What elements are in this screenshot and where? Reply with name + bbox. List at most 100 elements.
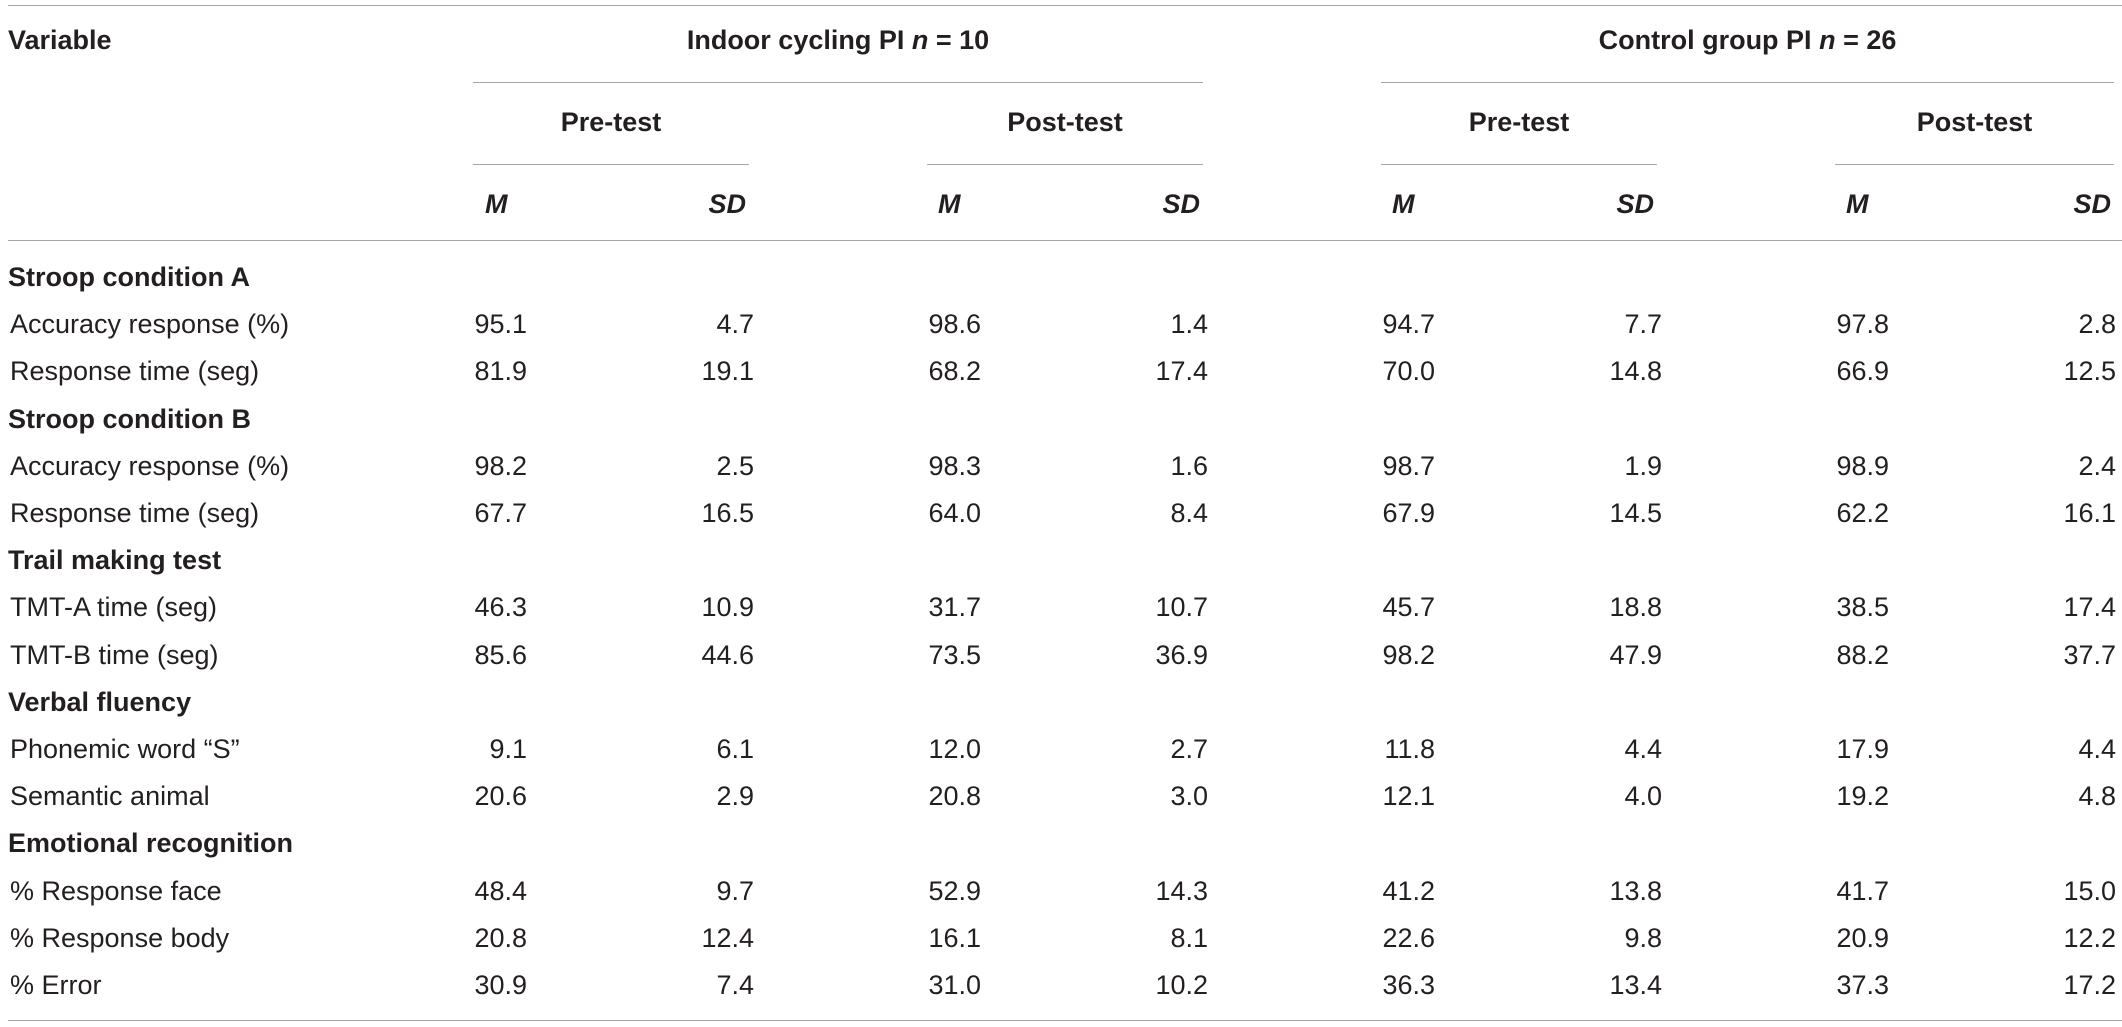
variable-header: Variable xyxy=(8,25,112,55)
group1-post-m-cell: 98.6 xyxy=(928,309,981,340)
group2-n-value: = 26 xyxy=(1835,25,1897,55)
group2-pre-sd-cell: 9.8 xyxy=(1624,922,1662,953)
group1-pre-rule xyxy=(473,164,749,165)
group1-pre-sd-cell: 19.1 xyxy=(701,356,754,387)
group1-pre-m-cell: 46.3 xyxy=(474,592,527,623)
group2-pre-sd-cell: 13.4 xyxy=(1609,970,1662,1000)
group1-pre-sd-cell: 4.7 xyxy=(716,309,754,340)
row-label: Phonemic word “S” xyxy=(10,734,240,764)
group2-pre-m-cell: 22.6 xyxy=(1382,922,1435,953)
group1-pre-m-cell: 81.9 xyxy=(474,356,527,387)
group2-post-m-cell: 97.8 xyxy=(1836,309,1889,340)
group1-post-m-cell: 31.7 xyxy=(928,592,981,623)
group2-post-m-cell: 17.9 xyxy=(1836,734,1889,764)
group1-post-sd-cell: 3.0 xyxy=(1170,781,1208,812)
section-heading: Trail making test xyxy=(8,545,222,576)
row-label: TMT-A time (seg) xyxy=(10,592,218,623)
group1-rule xyxy=(473,82,1203,83)
group1-post-rule xyxy=(927,164,1203,165)
bottom-rule xyxy=(8,1020,2122,1021)
group2-post-sd-cell: 15.0 xyxy=(2063,875,2116,906)
group1-post-sd-cell: 17.4 xyxy=(1155,356,1208,387)
group1-n-symbol: n xyxy=(911,25,929,55)
group1-title: Indoor cycling PI xyxy=(686,25,912,55)
group2-pre-m-cell: 12.1 xyxy=(1382,781,1435,812)
group1-pre-sd-cell: 44.6 xyxy=(701,639,754,670)
row-label: Semantic animal xyxy=(10,781,210,812)
group1-post-m-cell: 68.2 xyxy=(928,356,981,387)
group2-post-m-cell: 37.3 xyxy=(1836,970,1889,1000)
section-heading: Emotional recognition xyxy=(8,828,294,859)
group2-post-m-cell: 20.9 xyxy=(1836,922,1889,953)
group1-post-m-cell: 31.0 xyxy=(928,970,981,1000)
group2-pre-sd-cell: 47.9 xyxy=(1609,639,1662,670)
group1-post-m-cell: 20.8 xyxy=(928,781,981,812)
group2-post-sd-cell: 12.5 xyxy=(2063,356,2116,387)
group1-pre-m-cell: 20.8 xyxy=(474,922,527,953)
group1-post-sd-cell: 1.6 xyxy=(1170,450,1208,481)
section-heading: Verbal fluency xyxy=(8,686,192,717)
group1-post-sd-header: SD xyxy=(1162,189,1200,219)
group2-post-sd-header: SD xyxy=(2073,189,2111,219)
group1-pre-sd-cell: 16.5 xyxy=(701,498,754,528)
section-heading: Stroop condition A xyxy=(8,262,250,292)
section-heading: Stroop condition B xyxy=(8,403,251,434)
group1-pre-m-header: M xyxy=(485,189,508,219)
group2-post-rule xyxy=(1835,164,2114,165)
group1-header: Indoor cycling PI n = 10 xyxy=(473,23,1203,57)
group1-post-sd-cell: 10.7 xyxy=(1155,592,1208,623)
row-label: % Error xyxy=(10,970,102,1000)
group2-post-m-header: M xyxy=(1846,189,1869,219)
group1-post-sd-cell: 8.1 xyxy=(1170,922,1208,953)
group1-post-sd-cell: 2.7 xyxy=(1170,734,1208,764)
group1-pre-m-cell: 95.1 xyxy=(474,309,527,340)
group1-post-m-cell: 16.1 xyxy=(928,922,981,953)
group2-pre-sd-cell: 4.0 xyxy=(1624,781,1662,812)
group2-pre-sd-cell: 14.8 xyxy=(1609,356,1662,387)
group2-post-sd-cell: 16.1 xyxy=(2063,498,2116,528)
group2-pre-sd-cell: 14.5 xyxy=(1609,498,1662,528)
group2-post-m-cell: 98.9 xyxy=(1836,450,1889,481)
group2-post-m-cell: 66.9 xyxy=(1836,356,1889,387)
group2-post-sd-cell: 4.4 xyxy=(2078,734,2116,764)
group1-pre-sd-cell: 9.7 xyxy=(716,875,754,906)
group2-pre-m-cell: 45.7 xyxy=(1382,592,1435,623)
group2-header: Control group PI n = 26 xyxy=(1381,23,2114,57)
group2-pre-sd-cell: 7.7 xyxy=(1624,309,1662,340)
group1-post-m-cell: 64.0 xyxy=(928,498,981,528)
group1-pre-m-cell: 20.6 xyxy=(474,781,527,812)
group1-pre-sd-header: SD xyxy=(708,189,746,219)
group2-post-sd-cell: 37.7 xyxy=(2063,639,2116,670)
group2-post-sd-cell: 4.8 xyxy=(2078,781,2116,812)
row-label: TMT-B time (seg) xyxy=(10,639,219,670)
row-label: Response time (seg) xyxy=(10,498,260,528)
group1-pre-sd-cell: 2.9 xyxy=(716,781,754,812)
row-label: % Response body xyxy=(10,922,230,953)
group1-pre-sd-cell: 7.4 xyxy=(716,970,754,1000)
group2-pre-sd-cell: 1.9 xyxy=(1624,450,1662,481)
row-label: % Response face xyxy=(10,875,222,906)
group1-post-m-cell: 73.5 xyxy=(928,639,981,670)
group1-pretest-header: Pre-test xyxy=(560,107,662,137)
group2-rule xyxy=(1381,82,2114,83)
group2-pre-m-cell: 67.9 xyxy=(1382,498,1435,528)
group2-pre-sd-cell: 18.8 xyxy=(1609,592,1662,623)
group1-post-sd-cell: 10.2 xyxy=(1155,970,1208,1000)
group2-pre-m-cell: 41.2 xyxy=(1382,875,1435,906)
group1-pre-m-cell: 85.6 xyxy=(474,639,527,670)
group1-pre-sd-cell: 2.5 xyxy=(716,450,754,481)
group2-pre-sd-cell: 13.8 xyxy=(1609,875,1662,906)
group2-post-m-cell: 19.2 xyxy=(1836,781,1889,812)
group1-post-m-cell: 52.9 xyxy=(928,875,981,906)
group2-post-m-cell: 88.2 xyxy=(1836,639,1889,670)
group2-post-m-cell: 62.2 xyxy=(1836,498,1889,528)
group2-pre-m-cell: 98.2 xyxy=(1382,639,1435,670)
group2-pretest-header: Pre-test xyxy=(1468,107,1570,137)
group2-post-sd-cell: 2.4 xyxy=(2078,450,2116,481)
group2-pre-m-cell: 98.7 xyxy=(1382,450,1435,481)
group2-pre-m-header: M xyxy=(1392,189,1415,219)
group2-pre-sd-header: SD xyxy=(1616,189,1654,219)
group1-post-m-cell: 12.0 xyxy=(928,734,981,764)
group1-pre-sd-cell: 6.1 xyxy=(716,734,754,764)
group1-post-m-header: M xyxy=(938,189,961,219)
